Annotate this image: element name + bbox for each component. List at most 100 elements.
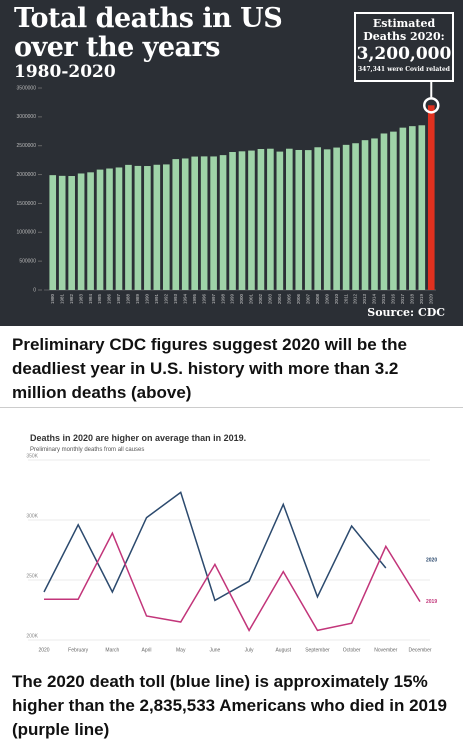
bar [361,140,369,290]
x-tick-label: 2012 [353,294,358,305]
bar [257,149,265,290]
x-tick-label: 1992 [163,294,168,305]
bar [125,164,132,290]
x-tick-label: 2008 [315,294,320,305]
x-tick-label: 2004 [277,294,282,305]
x-tick-label: 1995 [192,294,197,305]
series-line [43,491,387,602]
bar [295,149,303,290]
bar [418,125,426,290]
bar [96,169,104,290]
chart-monthly: 200K 250K 300K 350K 2020 February March April Ma… [26,453,437,653]
bar [409,126,416,290]
x-tick-label: 1983 [78,294,83,305]
chart-title: Deaths in 2020 are higher on average tha… [30,433,247,443]
x-tick-label: 2000 [239,294,244,305]
x-tick-label: July [245,647,254,653]
x-tick-label: 1994 [182,294,187,305]
x-tick-label: 2013 [362,294,367,305]
x-tick-label: 1984 [88,294,93,305]
x-tick-label: 2018 [410,294,415,305]
x-tick-label: April [142,647,152,653]
bar [427,105,435,290]
x-tick-label: 2003 [268,294,273,305]
bar [172,159,180,290]
y-tick-label: 2000000 [17,172,37,178]
x-tick-label: 1998 [220,294,225,305]
bar [153,164,161,290]
x-tick-label: 2001 [249,294,254,305]
bar [162,164,170,290]
x-tick-label: October [343,647,361,653]
bar [399,127,407,290]
x-tick-label: 2011 [343,294,348,304]
x-tick-label: 1990 [145,294,150,305]
x-tick-label: 2017 [400,294,405,305]
x-tick-label: 2002 [258,294,263,305]
x-tick-label: August [275,647,291,653]
y-tick-label: 0 [33,287,36,293]
annotation: 3,200,000 [356,44,452,64]
divider [0,407,463,408]
legend-label: 2020 [426,557,437,563]
x-tick-label: September [305,647,330,653]
bar [238,151,246,290]
bar [200,156,208,290]
caption: Preliminary CDC figures suggest 2020 wil… [12,335,407,402]
y-tick-label: 3500000 [17,85,37,91]
bar [380,133,388,290]
y-tick-label: 250K [26,573,38,579]
x-tick-label: 1982 [69,294,74,305]
bar [77,173,85,290]
bar [49,175,57,290]
y-tick-label: 200K [26,633,38,639]
bar [314,147,322,290]
x-tick-label: 2019 [419,294,424,305]
x-tick-label: 2006 [296,294,301,305]
bar [304,150,312,290]
x-tick-label: 1991 [154,294,159,305]
bar [229,152,236,290]
x-tick-label: 1999 [230,294,235,305]
annotation: 347,341 were Covid related [357,66,451,73]
bar [106,168,113,290]
x-tick-label: 1985 [97,294,102,305]
source: Source: CDC [367,306,445,319]
bar [68,176,75,290]
bar [333,147,340,290]
annotation: Estimated Deaths 2020: [363,17,445,43]
x-tick-label: 2020 [38,647,49,653]
y-tick-label: 1000000 [17,230,37,236]
x-tick-label: 1993 [173,294,178,305]
chart-title: Total deaths in US over the years [14,3,283,63]
bar [352,143,359,290]
chart-totals: 0 500000 1000000 1500000 2000000 2500000 30000… [0,0,463,326]
x-tick-label: 2015 [381,294,386,305]
bar [267,148,274,290]
bar [210,156,217,290]
x-tick-label: 2005 [287,294,292,305]
y-tick-label: 350K [26,453,38,459]
bar [248,150,255,290]
x-tick-label: December [408,647,431,653]
chart-subtitle: Preliminary monthly deaths from all caus… [30,447,145,453]
bar [134,165,142,290]
x-tick-label: 2009 [324,294,329,305]
x-tick-label: 1986 [107,294,112,305]
x-tick-label: 2010 [334,294,339,305]
y-tick-label: 300K [26,513,38,519]
x-tick-label: 1980 [50,294,55,305]
bar [191,156,198,290]
x-tick-label: 1989 [135,294,140,305]
bar [144,166,151,290]
y-tick-label: 1500000 [17,201,37,207]
x-tick-label: February [68,647,89,653]
bar [87,172,94,290]
x-tick-label: 2016 [391,294,396,305]
x-tick-label: March [105,647,119,653]
x-tick-label: November [374,647,397,653]
chart-subtitle: 1980-2020 [14,62,116,82]
bar [115,167,123,290]
bar [58,175,66,290]
